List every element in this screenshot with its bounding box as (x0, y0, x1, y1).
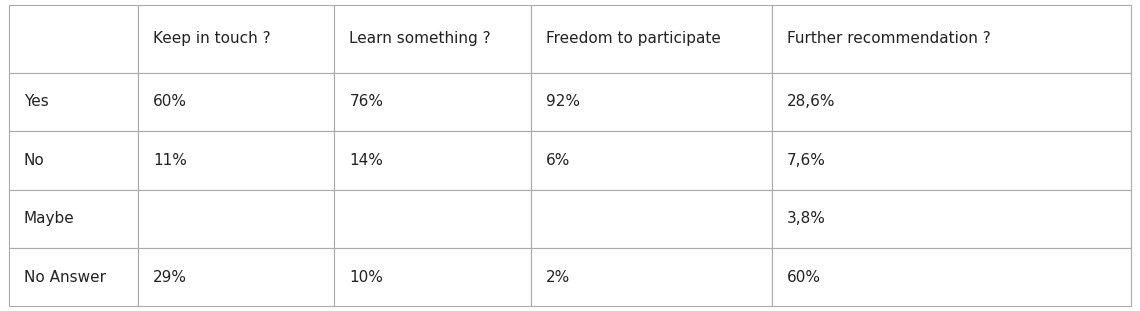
Bar (334, 5, 531, 73)
Bar (334, 190, 531, 248)
Bar (772, 73, 1131, 131)
Text: Yes: Yes (24, 95, 49, 109)
Bar (334, 248, 531, 306)
Bar (334, 131, 531, 190)
Bar (531, 5, 772, 73)
Bar (531, 73, 772, 131)
Text: Keep in touch ?: Keep in touch ? (153, 31, 270, 46)
Text: 14%: 14% (349, 153, 383, 168)
Bar (9, 5, 138, 73)
Bar (772, 248, 1131, 306)
Bar (772, 5, 1131, 73)
Bar (138, 248, 334, 306)
Bar (9, 131, 138, 190)
Text: Learn something ?: Learn something ? (349, 31, 491, 46)
Text: 11%: 11% (153, 153, 187, 168)
Text: 60%: 60% (153, 95, 187, 109)
Text: 10%: 10% (349, 270, 383, 285)
Text: 92%: 92% (546, 95, 579, 109)
Bar (772, 190, 1131, 248)
Bar (9, 190, 138, 248)
Bar (138, 190, 334, 248)
Bar (9, 73, 138, 131)
Text: 2%: 2% (546, 270, 570, 285)
Bar (334, 73, 531, 131)
Text: 76%: 76% (349, 95, 383, 109)
Bar (531, 131, 772, 190)
Bar (772, 131, 1131, 190)
Text: 28,6%: 28,6% (787, 95, 836, 109)
Text: Further recommendation ?: Further recommendation ? (787, 31, 991, 46)
Text: 60%: 60% (787, 270, 821, 285)
Bar (138, 73, 334, 131)
Text: 7,6%: 7,6% (787, 153, 825, 168)
Text: Freedom to participate: Freedom to participate (546, 31, 720, 46)
Text: 3,8%: 3,8% (787, 211, 825, 226)
Bar (138, 5, 334, 73)
Bar (531, 248, 772, 306)
Bar (9, 248, 138, 306)
Text: 6%: 6% (546, 153, 570, 168)
Text: No Answer: No Answer (24, 270, 106, 285)
Text: No: No (24, 153, 44, 168)
Text: 29%: 29% (153, 270, 187, 285)
Bar (531, 190, 772, 248)
Text: Maybe: Maybe (24, 211, 75, 226)
Bar (138, 131, 334, 190)
